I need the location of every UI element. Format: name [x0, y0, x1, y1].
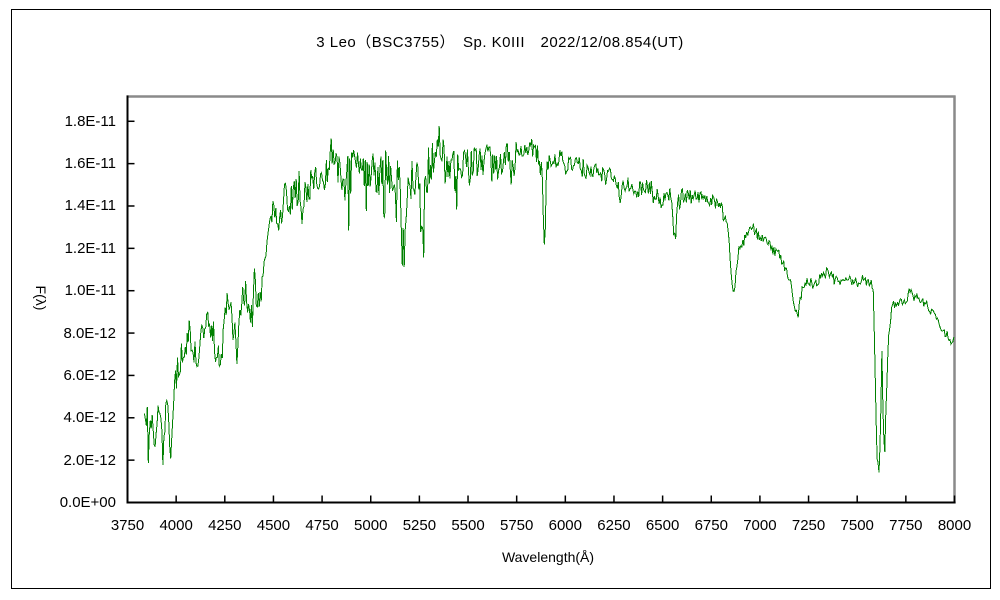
x-tick-label: 4000 [159, 517, 193, 534]
y-tick-label: 1.4E-11 [64, 197, 116, 215]
x-tick-label: 7000 [743, 517, 777, 534]
y-tick-label: 1.2E-11 [64, 239, 116, 257]
x-tick-label: 5000 [354, 517, 388, 534]
plot-frame [126, 95, 956, 504]
x-tick-label: 8000 [937, 517, 972, 534]
chart-title: 3 Leo（BSC3755） Sp. K0III 2022/12/08.854(… [316, 34, 684, 51]
x-tick-label: 4250 [208, 517, 242, 534]
x-tick-label: 3750 [110, 517, 145, 534]
x-tick-label: 7750 [889, 517, 923, 534]
x-tick-label: 5250 [402, 517, 437, 534]
y-axis-label: F(λ) [33, 285, 49, 311]
spectrum-line [143, 125, 955, 473]
x-tick-label: 6250 [597, 517, 631, 534]
x-tick-label: 5750 [499, 517, 534, 534]
axis-ticks [128, 120, 956, 502]
x-tick-label: 6750 [694, 517, 728, 534]
y-tick-label: 4.0E-12 [63, 409, 116, 427]
y-tick-label: 1.0E-11 [64, 282, 116, 300]
x-tick-label: 6000 [548, 517, 582, 534]
y-tick-label: 1.6E-11 [64, 155, 116, 173]
x-tick-label: 7250 [791, 517, 826, 534]
x-tick-label: 4750 [305, 517, 339, 534]
y-tick-label: 2.0E-12 [63, 451, 116, 469]
y-tick-label: 1.8E-11 [64, 112, 116, 130]
x-axis-label: Wavelength(Å) [501, 549, 595, 565]
y-tick-label: 8.0E-12 [63, 324, 116, 342]
x-tick-label: 6500 [645, 517, 680, 534]
x-tick-label: 4500 [256, 517, 291, 534]
x-tick-label: 7500 [840, 517, 874, 534]
y-tick-label: 0.0E+00 [59, 494, 116, 511]
y-tick-label: 6.0E-12 [63, 366, 116, 384]
x-tick-label: 5500 [451, 517, 485, 534]
window-border [11, 9, 991, 589]
